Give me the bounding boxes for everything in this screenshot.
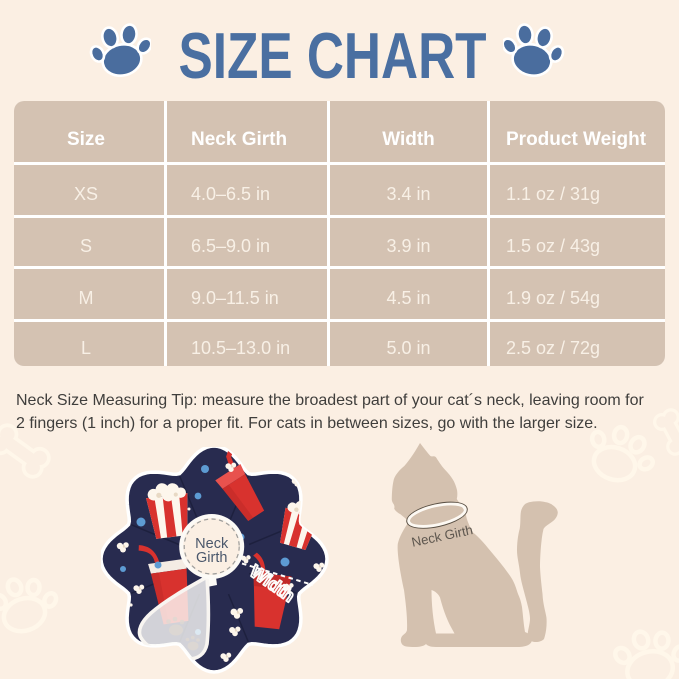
svg-text:Girth: Girth: [196, 550, 227, 566]
svg-text:Neck: Neck: [195, 536, 229, 552]
